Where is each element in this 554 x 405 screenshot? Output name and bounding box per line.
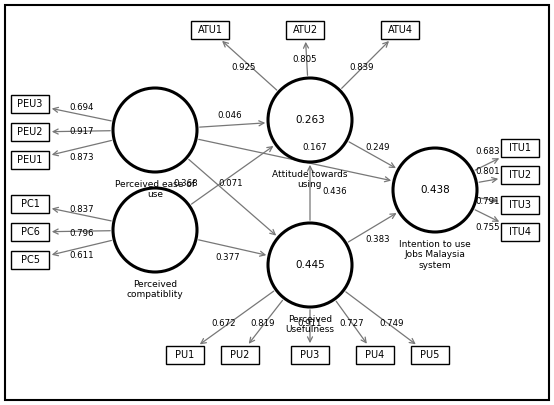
Text: 0.377: 0.377 [216,254,240,262]
Text: 0.727: 0.727 [340,318,365,328]
Text: PU4: PU4 [366,350,384,360]
FancyBboxPatch shape [11,223,49,241]
Text: 0.911: 0.911 [297,318,322,328]
Text: Perceived ease of
use: Perceived ease of use [115,180,195,199]
FancyBboxPatch shape [381,21,419,39]
Text: ITU1: ITU1 [509,143,531,153]
Text: ATU1: ATU1 [197,25,223,35]
Text: 0.917: 0.917 [70,128,94,136]
Text: Intention to use
Jobs Malaysia
system: Intention to use Jobs Malaysia system [399,240,471,270]
Text: ATU2: ATU2 [293,25,317,35]
Text: 0.046: 0.046 [218,111,242,119]
Text: PU2: PU2 [230,350,250,360]
Text: 0.611: 0.611 [70,252,94,260]
FancyBboxPatch shape [221,346,259,364]
FancyBboxPatch shape [11,123,49,141]
Text: 0.263: 0.263 [295,115,325,125]
Text: ITU3: ITU3 [509,200,531,210]
Text: 0.839: 0.839 [350,64,375,72]
FancyBboxPatch shape [501,196,539,214]
Text: 0.925: 0.925 [232,64,257,72]
Text: 0.071: 0.071 [218,179,243,188]
Text: PU1: PU1 [176,350,194,360]
FancyBboxPatch shape [166,346,204,364]
Text: PC5: PC5 [20,255,39,265]
Text: 0.791: 0.791 [476,198,500,207]
Text: 0.436: 0.436 [322,188,347,196]
FancyBboxPatch shape [411,346,449,364]
Text: 0.672: 0.672 [212,318,237,328]
FancyBboxPatch shape [501,223,539,241]
Text: 0.438: 0.438 [420,185,450,195]
Text: ITU4: ITU4 [509,227,531,237]
Text: PU5: PU5 [420,350,440,360]
Text: 0.873: 0.873 [70,153,94,162]
Text: Perceived
compatiblity: Perceived compatiblity [127,280,183,299]
FancyBboxPatch shape [501,139,539,157]
Text: Perceived
Usefulness: Perceived Usefulness [285,315,335,335]
FancyBboxPatch shape [356,346,394,364]
Text: PEU3: PEU3 [17,99,43,109]
Text: 0.755: 0.755 [476,224,500,232]
Text: PC1: PC1 [20,199,39,209]
Text: 0.694: 0.694 [70,102,94,111]
Text: 0.683: 0.683 [476,147,500,156]
FancyBboxPatch shape [11,251,49,269]
Text: 0.249: 0.249 [366,143,390,153]
Text: 0.805: 0.805 [293,55,317,64]
Text: Attitude towards
using: Attitude towards using [272,170,348,190]
FancyBboxPatch shape [11,195,49,213]
Text: PEU1: PEU1 [17,155,43,165]
Text: ITU2: ITU2 [509,170,531,180]
FancyBboxPatch shape [291,346,329,364]
Text: 0.819: 0.819 [251,318,275,328]
Text: 0.749: 0.749 [379,318,404,328]
FancyBboxPatch shape [5,5,549,400]
Text: 0.383: 0.383 [366,235,391,245]
FancyBboxPatch shape [501,166,539,184]
Text: ATU4: ATU4 [387,25,413,35]
FancyBboxPatch shape [11,95,49,113]
Text: 0.801: 0.801 [476,168,500,177]
FancyBboxPatch shape [191,21,229,39]
Text: 0.368: 0.368 [173,179,198,188]
Text: PC6: PC6 [20,227,39,237]
Text: 0.167: 0.167 [302,143,327,153]
FancyBboxPatch shape [286,21,324,39]
Text: PEU2: PEU2 [17,127,43,137]
Text: 0.837: 0.837 [70,205,94,215]
FancyBboxPatch shape [11,151,49,169]
Text: PU3: PU3 [300,350,320,360]
Text: 0.796: 0.796 [70,230,94,239]
Text: 0.445: 0.445 [295,260,325,270]
